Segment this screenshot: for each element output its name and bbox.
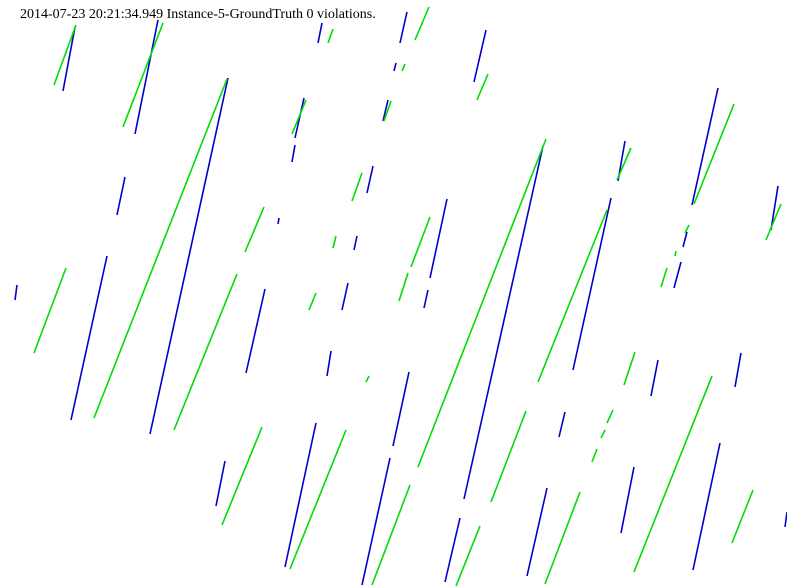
green-segment-55 — [623, 351, 636, 386]
instance-name: Instance-5-GroundTruth — [166, 7, 303, 22]
green-segment-63 — [591, 448, 598, 463]
green-segment-7 — [33, 267, 67, 354]
blue-segment-4 — [149, 77, 229, 435]
green-segment-27 — [332, 235, 337, 249]
green-segment-61 — [606, 409, 614, 424]
blue-segment-26 — [277, 217, 280, 225]
blue-segment-74 — [620, 466, 635, 534]
green-segment-66 — [221, 426, 263, 526]
blue-segment-2 — [134, 19, 159, 135]
blue-segment-15 — [382, 99, 389, 122]
green-segment-16 — [383, 100, 392, 122]
blue-segment-72 — [526, 487, 548, 577]
green-segment-5 — [93, 78, 228, 419]
green-segment-34 — [173, 273, 238, 431]
blue-segment-19 — [393, 62, 397, 72]
green-segment-3 — [122, 22, 164, 128]
green-segment-45 — [616, 147, 632, 181]
green-segment-69 — [371, 484, 411, 586]
blue-segment-9 — [14, 284, 18, 301]
violation-count: 0 violations. — [306, 7, 376, 22]
green-segment-18 — [414, 6, 430, 41]
blue-segment-32 — [423, 289, 429, 309]
blue-segment-6 — [70, 255, 108, 421]
green-segment-41 — [417, 138, 547, 468]
green-segment-60 — [490, 410, 527, 503]
green-segment-76 — [731, 489, 754, 544]
blue-segment-42 — [572, 197, 612, 371]
blue-segment-33 — [245, 288, 266, 374]
green-segment-38 — [365, 375, 370, 383]
blue-segment-40 — [463, 145, 544, 500]
blue-segment-70 — [444, 517, 461, 583]
green-segment-50 — [684, 224, 690, 234]
blue-segment-10 — [294, 97, 305, 139]
blue-segment-8 — [116, 176, 126, 216]
green-segment-52 — [674, 250, 677, 257]
blue-segment-21 — [473, 29, 487, 83]
blue-segment-64 — [284, 422, 317, 568]
blue-segment-35 — [341, 282, 349, 311]
blue-segment-46 — [691, 87, 719, 206]
blue-segment-68 — [361, 457, 391, 586]
blue-segment-67 — [215, 460, 226, 507]
green-segment-20 — [401, 63, 406, 72]
blue-segment-57 — [734, 352, 742, 388]
blue-segment-56 — [650, 359, 659, 397]
green-segment-43 — [537, 209, 608, 383]
green-segment-65 — [289, 429, 347, 570]
green-segment-58 — [633, 375, 713, 573]
blue-segment-48 — [770, 185, 779, 231]
blue-segment-29 — [429, 198, 448, 279]
blue-segment-12 — [291, 144, 296, 163]
green-segment-49 — [765, 203, 782, 241]
blue-segment-23 — [366, 165, 374, 194]
blue-segment-54 — [673, 261, 682, 289]
green-segment-62 — [600, 429, 606, 439]
green-segment-24 — [351, 172, 363, 202]
blue-segment-59 — [558, 411, 566, 438]
blue-segment-17 — [399, 11, 408, 44]
blue-segment-37 — [326, 350, 332, 377]
timestamp: 2014-07-23 20:21:34.949 — [20, 7, 164, 22]
green-segment-31 — [398, 272, 409, 302]
status-header: 2014-07-23 20:21:34.949 Instance-5-Groun… — [20, 7, 376, 23]
blue-segment-51 — [682, 231, 688, 248]
green-segment-53 — [660, 267, 668, 288]
blue-segment-0 — [62, 26, 76, 92]
blue-segment-39 — [392, 371, 410, 447]
green-segment-47 — [693, 103, 735, 205]
blue-segment-13 — [317, 22, 323, 44]
green-segment-25 — [244, 206, 265, 253]
blue-segment-28 — [353, 235, 358, 251]
green-segment-11 — [291, 99, 307, 135]
green-segment-14 — [327, 28, 334, 44]
green-segment-22 — [476, 73, 489, 101]
green-segment-30 — [410, 216, 431, 268]
blue-segment-75 — [692, 442, 721, 571]
green-segment-73 — [544, 491, 581, 585]
green-segment-1 — [53, 24, 77, 86]
green-segment-36 — [308, 292, 317, 311]
green-segment-71 — [455, 525, 481, 587]
